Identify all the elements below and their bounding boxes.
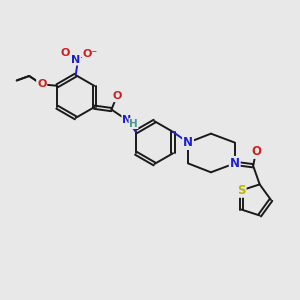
Text: H: H (129, 118, 138, 128)
Text: N: N (122, 115, 131, 125)
Text: O: O (112, 91, 122, 101)
Text: N⁺: N⁺ (70, 55, 86, 64)
Text: O⁻: O⁻ (83, 49, 98, 59)
Text: S: S (237, 184, 246, 197)
Text: O: O (61, 48, 70, 58)
Text: N: N (183, 136, 193, 149)
Text: O: O (251, 145, 261, 158)
Text: N: N (230, 157, 240, 170)
Text: O: O (37, 79, 46, 89)
